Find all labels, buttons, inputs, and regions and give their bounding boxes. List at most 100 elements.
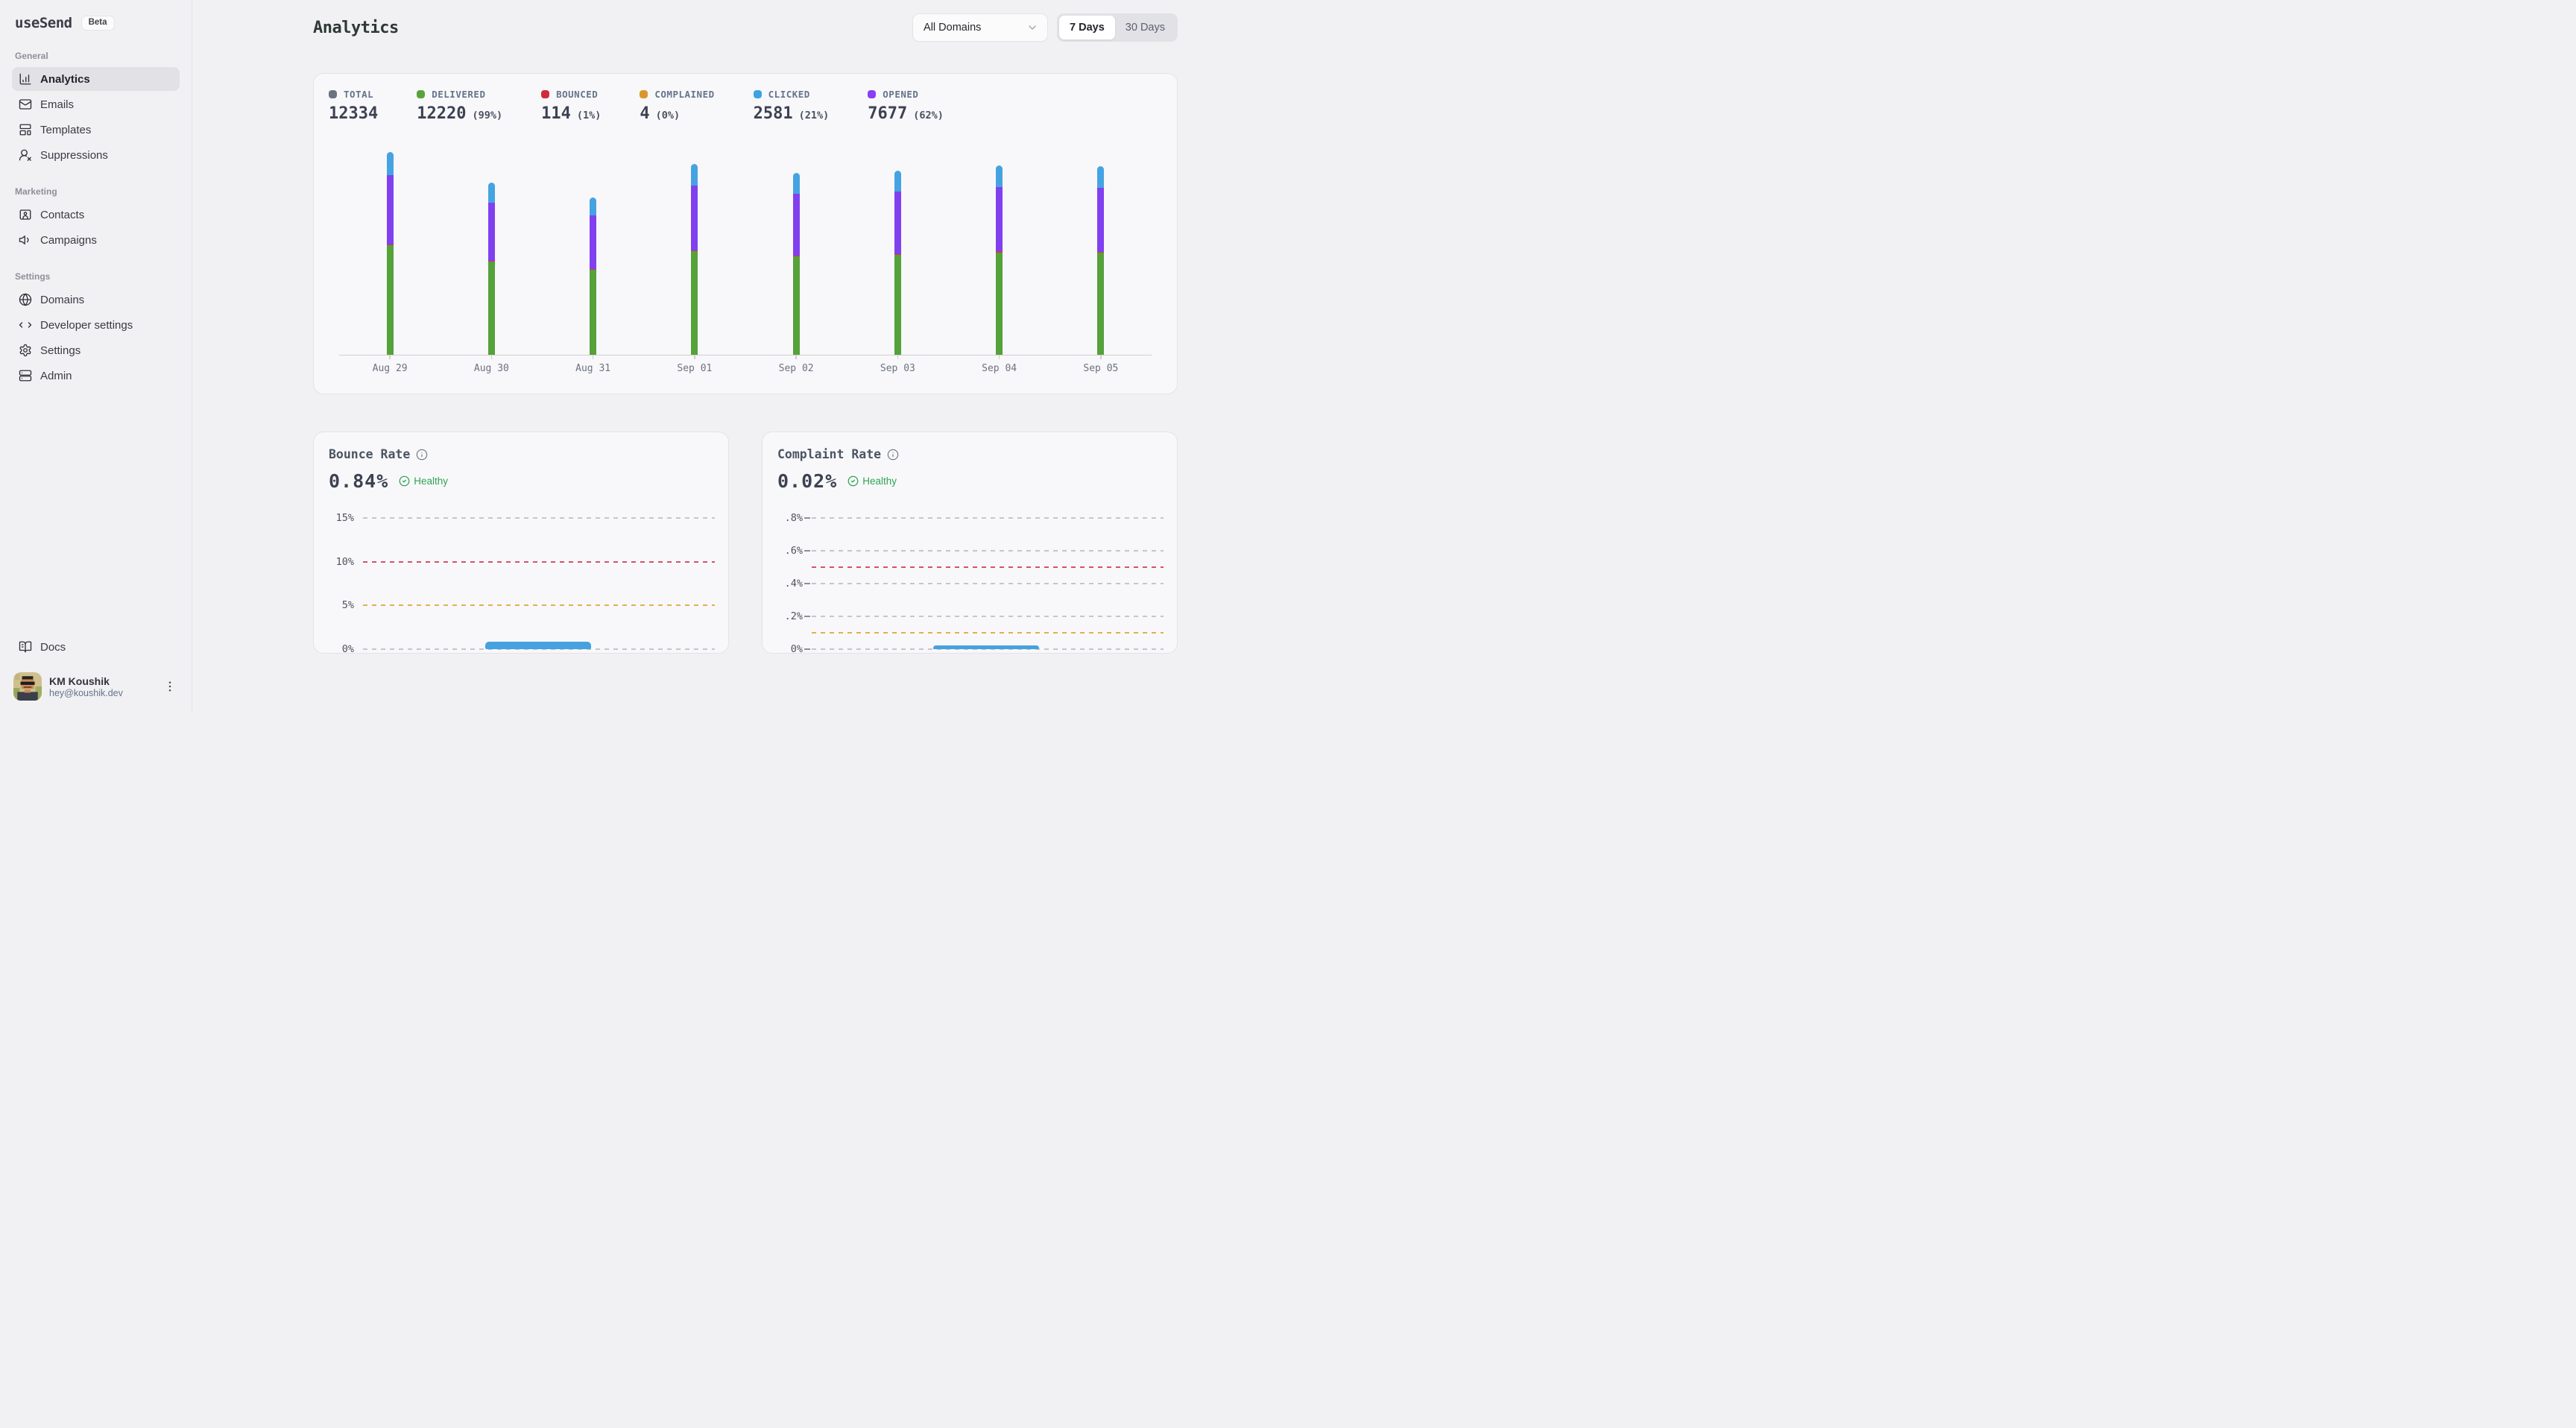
y-axis-label: .2% xyxy=(784,610,803,622)
chevron-down-icon xyxy=(1029,25,1036,30)
stacked-bar xyxy=(590,198,597,355)
sidebar-item-developer-settings[interactable]: Developer settings xyxy=(12,313,180,337)
stacked-bar xyxy=(996,165,1003,355)
gear-icon xyxy=(19,344,32,357)
bar-segment-bounced xyxy=(1097,251,1105,253)
bar-segment-opened xyxy=(1097,187,1105,252)
stat-value: 4 xyxy=(640,104,650,123)
axis-tick xyxy=(1100,356,1102,359)
gridline--8- xyxy=(812,517,1164,519)
speaker-icon xyxy=(19,233,32,247)
stat-complained: COMPLAINED 4 (0%) xyxy=(640,89,714,123)
y-axis-label: .4% xyxy=(784,578,803,590)
email-volume-x-axis: Aug 29 Aug 30 Aug 31 Sep 01 Sep 02 Sep 03 Sep … xyxy=(339,356,1152,374)
axis-tick xyxy=(389,356,391,359)
bar-segment-delivered xyxy=(590,269,597,355)
sidebar-item-label: Analytics xyxy=(40,72,90,86)
bar-segment-clicked xyxy=(792,172,800,194)
bar-segment-clicked xyxy=(996,165,1003,187)
book-open-icon xyxy=(19,640,32,654)
stat-value: 2581 xyxy=(753,104,793,123)
bar-segment-bounced xyxy=(590,268,597,270)
header-controls: All Domains 7 Days 30 Days xyxy=(912,13,1178,42)
complaint-rate-value: 0.02% xyxy=(777,470,838,492)
sidebar-item-analytics[interactable]: Analytics xyxy=(12,67,180,91)
user-name: KM Koushik xyxy=(49,674,110,687)
user-email: hey@koushik.dev xyxy=(49,687,123,698)
complaint-rate-chart: 0% .2% .4% .6% .8% xyxy=(785,512,1164,655)
bounce-rate-status-badge: Healthy xyxy=(399,476,448,487)
ellipsis-vertical-icon xyxy=(168,681,171,692)
stacked-bar xyxy=(691,163,698,355)
sidebar-nav: General Analytics Emails Templates Suppressi… xyxy=(12,31,180,389)
bar-segment-opened xyxy=(487,202,495,262)
check-circle-icon xyxy=(847,476,859,487)
bar-segment-opened xyxy=(792,193,800,256)
bar-segment-opened xyxy=(691,185,698,251)
info-icon[interactable] xyxy=(416,449,428,461)
x-axis-label: Aug 31 xyxy=(575,363,611,374)
stats-row: TOTAL 12334 DELIVERED 12220 (99%) BOUNCED 114 (… xyxy=(326,87,1165,123)
stat-dot xyxy=(640,90,648,98)
user-options-button[interactable] xyxy=(163,677,178,695)
sidebar-item-docs[interactable]: Docs xyxy=(12,635,180,659)
stat-opened: OPENED 7677 (62%) xyxy=(868,89,944,123)
stacked-bar xyxy=(894,170,901,355)
gridline-5- xyxy=(363,604,715,607)
bar-segment-delivered xyxy=(691,251,698,355)
avatar xyxy=(13,672,42,701)
rate-bar xyxy=(485,642,591,649)
gridline-10- xyxy=(363,560,715,563)
sidebar-item-admin[interactable]: Admin xyxy=(12,364,180,388)
stat-dot xyxy=(329,90,337,98)
gridline--6- xyxy=(812,550,1164,552)
complaint-rate-card: Complaint Rate 0.02% Healthy 0% .2% .4% .6%… xyxy=(762,432,1178,655)
stacked-bar xyxy=(1097,165,1105,355)
sidebar-item-label: Admin xyxy=(40,369,72,382)
axis-tick xyxy=(490,356,493,359)
stat-percent: (1%) xyxy=(576,110,602,121)
bar-column-sep-01 xyxy=(644,145,745,355)
email-volume-chart: Aug 29 Aug 30 Aug 31 Sep 01 Sep 02 Sep 03 Sep … xyxy=(339,145,1152,374)
sidebar-item-emails[interactable]: Emails xyxy=(12,92,180,116)
sidebar-item-label: Templates xyxy=(40,123,92,136)
bounce-rate-card: Bounce Rate 0.84% Healthy 0% 5% 10% 15% xyxy=(313,432,729,655)
bar-segment-clicked xyxy=(386,152,394,176)
sidebar-item-label: Suppressions xyxy=(40,148,108,162)
email-volume-card: TOTAL 12334 DELIVERED 12220 (99%) BOUNCED 114 (… xyxy=(313,73,1178,394)
domain-filter-select[interactable]: All Domains xyxy=(912,13,1049,42)
gridline-0- xyxy=(812,648,1164,650)
bar-column-aug-30 xyxy=(441,145,542,355)
info-icon[interactable] xyxy=(887,449,899,461)
sidebar-item-domains[interactable]: Domains xyxy=(12,288,180,312)
sidebar-item-label: Campaigns xyxy=(40,233,97,247)
x-axis-label: Sep 01 xyxy=(677,363,713,374)
rate-bar xyxy=(933,645,1039,649)
sidebar-item-settings[interactable]: Settings xyxy=(12,338,180,362)
sidebar-item-contacts[interactable]: Contacts xyxy=(12,203,180,227)
sidebar-item-templates[interactable]: Templates xyxy=(12,118,180,142)
stat-clicked: CLICKED 2581 (21%) xyxy=(753,89,829,123)
x-axis-label-cell: Sep 05 xyxy=(1050,356,1152,374)
gridline--4- xyxy=(812,583,1164,584)
range-7-days-button[interactable]: 7 Days xyxy=(1059,16,1115,40)
domain-filter-value: All Domains xyxy=(924,22,982,34)
sidebar-item-suppressions[interactable]: Suppressions xyxy=(12,143,180,167)
complaint-rate-title: Complaint Rate xyxy=(777,447,882,461)
stat-delivered: DELIVERED 12220 (99%) xyxy=(417,89,502,123)
bar-segment-delivered xyxy=(894,255,901,355)
bar-segment-bounced xyxy=(386,244,394,245)
user-menu[interactable]: KM Koushik hey@koushik.dev xyxy=(12,672,180,701)
main-content: Analytics All Domains 7 Days 30 Days TOT… xyxy=(192,0,1288,714)
stat-total: TOTAL 12334 xyxy=(329,89,378,123)
axis-tick xyxy=(804,648,810,650)
bar-segment-clicked xyxy=(487,183,495,203)
stat-percent: (0%) xyxy=(655,110,681,121)
range-30-days-button[interactable]: 30 Days xyxy=(1115,16,1175,40)
gridline--2- xyxy=(812,616,1164,617)
bar-segment-opened xyxy=(996,186,1003,252)
sidebar-item-campaigns[interactable]: Campaigns xyxy=(12,228,180,252)
y-axis-label: .6% xyxy=(784,545,803,557)
bar-column-aug-29 xyxy=(339,145,441,355)
code-icon xyxy=(19,318,32,332)
